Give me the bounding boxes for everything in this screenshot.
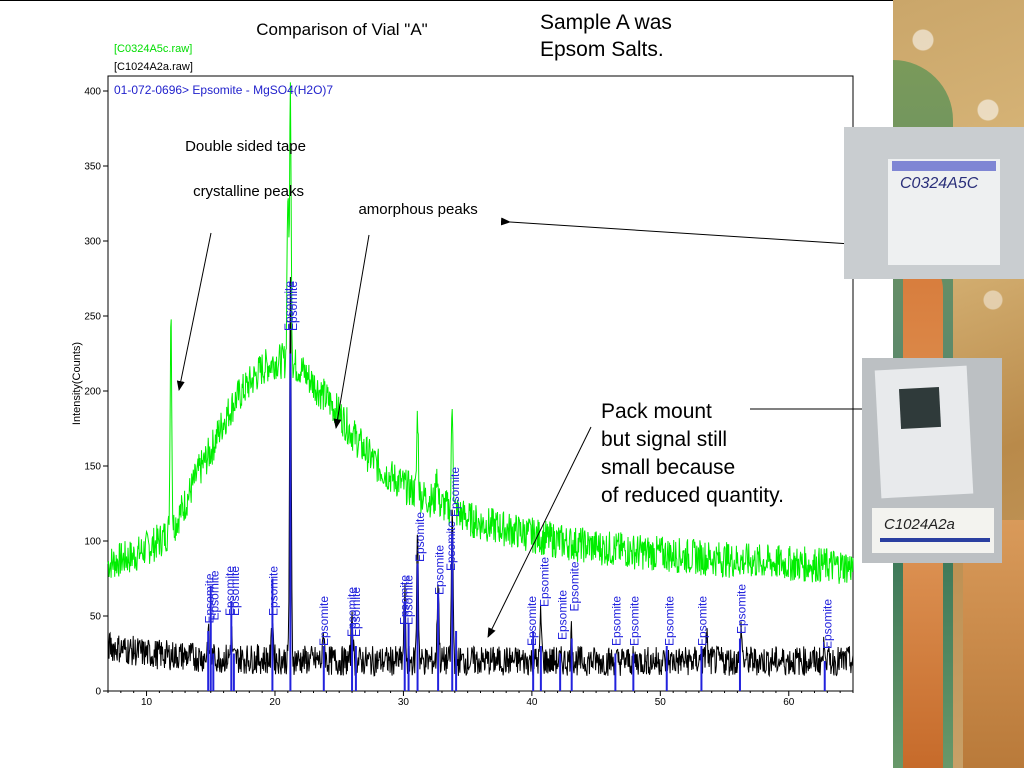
reference-label: Epsomite [525, 596, 539, 646]
series-line [107, 82, 854, 584]
reference-label: Epsomite [432, 545, 446, 595]
chart-title: Comparison of Vial "A" [256, 20, 427, 39]
reference-label: Epsomite [345, 587, 359, 637]
reference-label: Epsomite [567, 561, 581, 611]
reference-label: Epsomite [267, 566, 281, 616]
reference-label: Epsomite [696, 596, 710, 646]
reference-label: Epsomite [413, 512, 427, 562]
reference-label: Epsomite [208, 570, 222, 620]
photo-label: C0324A5C [900, 175, 979, 192]
reference-label: Epsomite [448, 467, 462, 517]
pack-note-line: but signal still [601, 428, 728, 451]
legend-entry: 01-072-0696> Epsomite - MgSO4(H2O)7 [114, 83, 333, 97]
label-card: C1024A2a [872, 508, 994, 553]
annotation-crystalline-peaks: crystalline peaks [193, 183, 304, 200]
label-underline [880, 538, 990, 542]
annotation-double-sided-tape: Double sided tape [185, 138, 306, 155]
x-tick-label: 30 [398, 697, 410, 708]
y-axis-label: Intensity(Counts) [71, 342, 83, 425]
y-tick-label: 200 [84, 387, 101, 398]
tape-sample-photo: C0324A5C [844, 127, 1024, 279]
x-tick-label: 20 [269, 697, 281, 708]
reference-label: Epsomite [538, 557, 552, 607]
reference-label: Epsomite [228, 566, 242, 616]
tape [888, 159, 1000, 265]
arrow-to-black-trace [487, 426, 592, 638]
y-tick-label: 400 [84, 87, 101, 98]
arrow-to-tape-photo [500, 217, 883, 250]
sample-note: Sample A was Epsom Salts. [540, 9, 672, 63]
y-tick-label: 50 [90, 612, 102, 623]
top-rule [0, 0, 893, 1]
x-tick-label: 10 [141, 697, 153, 708]
reference-label: Epsomite [223, 566, 237, 616]
photo-label: C1024A2a [884, 516, 955, 533]
reference-label: Epsomite [556, 590, 570, 640]
reference-label: Epsomite [286, 281, 300, 331]
x-tick-label: 40 [526, 697, 538, 708]
reference-label: Epsomite [662, 596, 676, 646]
reference-label: Epsomite [317, 596, 331, 646]
label-stripe [892, 161, 996, 171]
reference-label: Epsomite [628, 596, 642, 646]
legend-entry: [C1024A2a.raw] [114, 61, 193, 73]
pack-note-line: small because [601, 456, 736, 479]
y-tick-label: 150 [84, 462, 101, 473]
reference-label: Epsomite [202, 573, 216, 623]
pack-note-line: Pack mount [601, 400, 712, 423]
y-tick-label: 300 [84, 237, 101, 248]
reference-label: Epsomite [402, 575, 416, 625]
sample-well [898, 386, 942, 430]
annotation-amorphous-peaks: amorphous peaks [358, 201, 477, 218]
reference-label: Epsomite [349, 587, 363, 637]
sample-plate [874, 365, 974, 499]
x-tick-label: 60 [783, 697, 795, 708]
reference-label: Epsomite [282, 281, 296, 331]
reference-label: Epsomite [734, 584, 748, 634]
reference-label: Epsomite [820, 599, 834, 649]
arrow-crystalline [176, 232, 212, 391]
sample-note-line: Sample A was [540, 11, 672, 34]
arrow-amorphous [333, 234, 370, 429]
reference-label: Epsomite [398, 575, 412, 625]
reference-label: Epsomite [610, 596, 624, 646]
pack-mount-note: Pack mount but signal still small becaus… [601, 398, 784, 510]
y-tick-label: 0 [95, 687, 101, 698]
pack-note-line: of reduced quantity. [601, 484, 784, 507]
sample-note-line: Epsom Salts. [540, 38, 664, 61]
x-tick-label: 50 [655, 697, 667, 708]
legend-entry: [C0324A5c.raw] [114, 43, 192, 55]
reference-label: Epsomite [444, 521, 458, 571]
pack-mount-photo: C1024A2a [862, 358, 1002, 563]
y-tick-label: 250 [84, 312, 101, 323]
y-tick-label: 100 [84, 537, 101, 548]
y-tick-label: 350 [84, 162, 101, 173]
